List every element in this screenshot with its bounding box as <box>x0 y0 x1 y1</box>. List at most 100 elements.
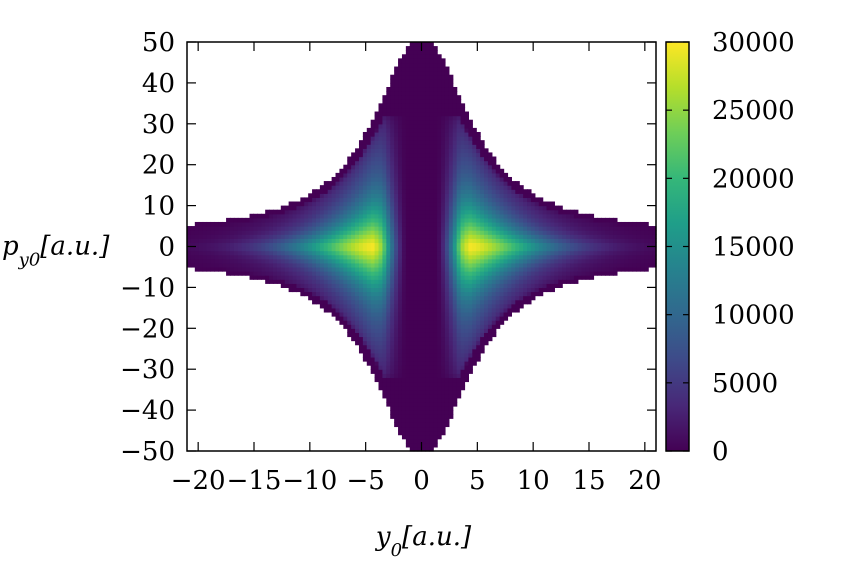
heatmap-cell <box>425 42 430 47</box>
heatmap-cell <box>405 176 411 182</box>
heatmap-cell <box>378 254 384 260</box>
heatmap-cell <box>355 250 360 256</box>
heatmap-cell <box>401 189 407 194</box>
heatmap-cell <box>425 54 430 59</box>
heatmap-cell <box>425 86 430 92</box>
heatmap-cell <box>405 152 411 158</box>
heatmap-cell <box>441 336 446 342</box>
heatmap-cell <box>511 193 516 199</box>
heatmap-cell <box>390 373 395 378</box>
heatmap-cell <box>300 254 305 260</box>
heatmap-cell <box>507 250 512 256</box>
heatmap-cell <box>441 250 446 256</box>
heatmap-cell <box>441 152 446 158</box>
heatmap-cell <box>319 205 325 211</box>
heatmap-cell <box>261 271 266 276</box>
heatmap-cell <box>284 238 290 244</box>
heatmap-cell <box>585 246 591 252</box>
heatmap-cell <box>390 320 395 325</box>
heatmap-cell <box>519 197 524 203</box>
heatmap-cell <box>409 446 415 452</box>
heatmap-cell <box>476 189 481 194</box>
heatmap-cell <box>429 401 434 407</box>
heatmap-cell <box>468 131 473 137</box>
heatmap-cell <box>355 311 360 317</box>
heatmap-cell <box>437 340 442 346</box>
heatmap-cell <box>523 209 528 215</box>
heatmap-cell <box>538 226 544 231</box>
heatmap-cell <box>441 164 446 170</box>
heatmap-cell <box>441 361 446 366</box>
heatmap-cell <box>515 258 520 264</box>
heatmap-cell <box>382 332 387 338</box>
heatmap-cell <box>417 258 423 264</box>
heatmap-cell <box>495 324 501 329</box>
heatmap-cell <box>409 193 415 199</box>
heatmap-cell <box>378 176 384 182</box>
heatmap-cell <box>441 95 446 100</box>
heatmap-cell <box>327 181 333 186</box>
heatmap-cell <box>550 217 555 223</box>
heatmap-cell <box>546 254 552 260</box>
heatmap-cell <box>468 250 473 256</box>
heatmap-cell <box>444 266 450 272</box>
heatmap-cell <box>464 238 469 244</box>
heatmap-cell <box>417 176 423 182</box>
heatmap-cell <box>495 283 501 288</box>
heatmap-cell <box>558 271 563 276</box>
heatmap-cell <box>401 221 407 227</box>
heatmap-cell <box>288 279 294 284</box>
heatmap-cell <box>417 381 423 387</box>
heatmap-cell <box>284 266 290 272</box>
heatmap-cell <box>464 226 469 231</box>
heatmap-cell <box>409 320 415 325</box>
heatmap-cell <box>229 226 235 231</box>
heatmap-cell <box>468 262 473 268</box>
heatmap-cell <box>503 311 509 317</box>
heatmap-cell <box>441 397 446 403</box>
heatmap-cell <box>425 311 430 317</box>
heatmap-cell <box>261 246 266 252</box>
heatmap-cell <box>597 258 602 264</box>
heatmap-cell <box>476 303 481 309</box>
heatmap-cell <box>538 291 544 297</box>
heatmap-cell <box>550 226 555 231</box>
heatmap-cell <box>484 336 489 342</box>
heatmap-cell <box>296 209 301 215</box>
heatmap-cell <box>652 234 657 239</box>
heatmap-cell <box>362 193 368 199</box>
heatmap-cell <box>331 238 337 244</box>
heatmap-cell <box>413 438 419 444</box>
heatmap-cell <box>511 258 516 264</box>
heatmap-cell <box>358 172 364 178</box>
heatmap-cell <box>288 283 294 288</box>
heatmap-cell <box>265 234 270 239</box>
heatmap-cell <box>202 250 208 256</box>
heatmap-cell <box>546 242 552 248</box>
heatmap-cell <box>272 209 278 215</box>
heatmap-cell <box>573 250 579 256</box>
heatmap-cell <box>417 74 423 80</box>
heatmap-cell <box>448 299 454 305</box>
heatmap-cell <box>515 262 520 268</box>
heatmap-cell <box>429 127 434 133</box>
heatmap-cell <box>499 168 505 174</box>
heatmap-cell <box>425 185 430 190</box>
heatmap-cell <box>456 328 462 333</box>
heatmap-cell <box>499 307 505 313</box>
heatmap-cell <box>609 238 614 244</box>
heatmap-cell <box>401 107 407 113</box>
heatmap-cell <box>491 185 497 190</box>
heatmap-cell <box>452 381 458 387</box>
heatmap-cell <box>300 283 305 288</box>
heatmap-cell <box>527 295 532 301</box>
heatmap-cell <box>398 389 403 395</box>
heatmap-cell <box>472 279 477 284</box>
heatmap-cell <box>382 217 387 223</box>
heatmap-cell <box>409 103 415 109</box>
heatmap-cell <box>339 217 344 223</box>
heatmap-cell <box>429 352 434 358</box>
heatmap-cell <box>448 209 454 215</box>
heatmap-cell <box>644 262 649 268</box>
heatmap-cell <box>296 262 301 268</box>
